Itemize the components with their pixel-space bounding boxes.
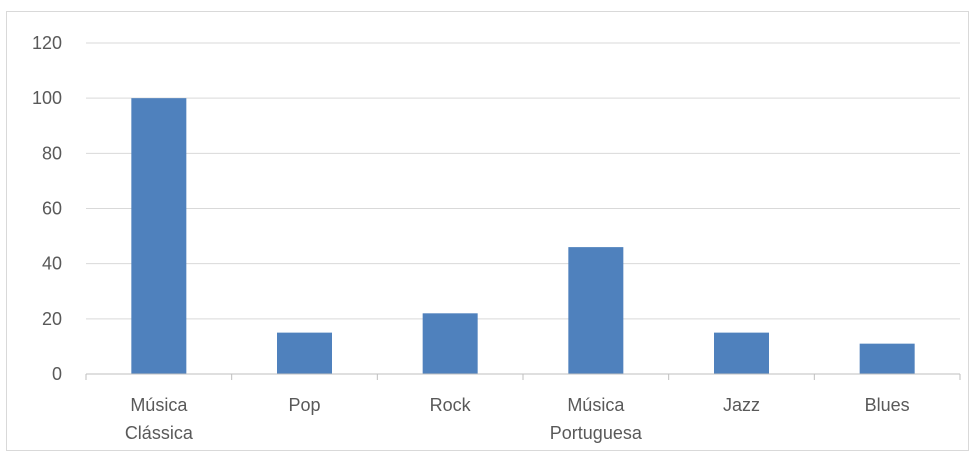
bar-0 [131, 98, 187, 375]
y-tick-label-80: 80 [42, 143, 62, 163]
x-tick-label-0-line-1: Clássica [125, 423, 194, 443]
y-tick-label-100: 100 [32, 88, 62, 108]
x-axis [85, 373, 961, 380]
x-tick-label-5-line-0: Blues [865, 395, 910, 415]
bar-5 [859, 343, 915, 374]
y-tick-label-0: 0 [52, 364, 62, 384]
y-tick-label-40: 40 [42, 254, 62, 274]
bar-3 [568, 247, 624, 374]
bar-4 [714, 332, 769, 374]
x-tick-label-0-line-0: Música [130, 395, 188, 415]
x-tick-label-4-line-0: Jazz [723, 395, 760, 415]
y-tick-label-20: 20 [42, 309, 62, 329]
y-tick-label-60: 60 [42, 199, 62, 219]
bar-2 [422, 313, 478, 374]
x-tick-label-2-line-0: Rock [430, 395, 472, 415]
bars [131, 98, 915, 375]
bar-1 [277, 332, 332, 374]
y-tick-label-120: 120 [32, 33, 62, 53]
x-tick-label-1-line-0: Pop [288, 395, 320, 415]
x-tick-label-3-line-1: Portuguesa [550, 423, 643, 443]
y-axis-tick-labels: 0 20 40 60 80 100 120 [32, 33, 62, 384]
gridlines [86, 42, 960, 320]
x-axis-tick-labels: Música Clássica Pop Rock Música Portuguesa Jaz… [125, 395, 910, 443]
x-tick-label-3-line-0: Música [567, 395, 625, 415]
